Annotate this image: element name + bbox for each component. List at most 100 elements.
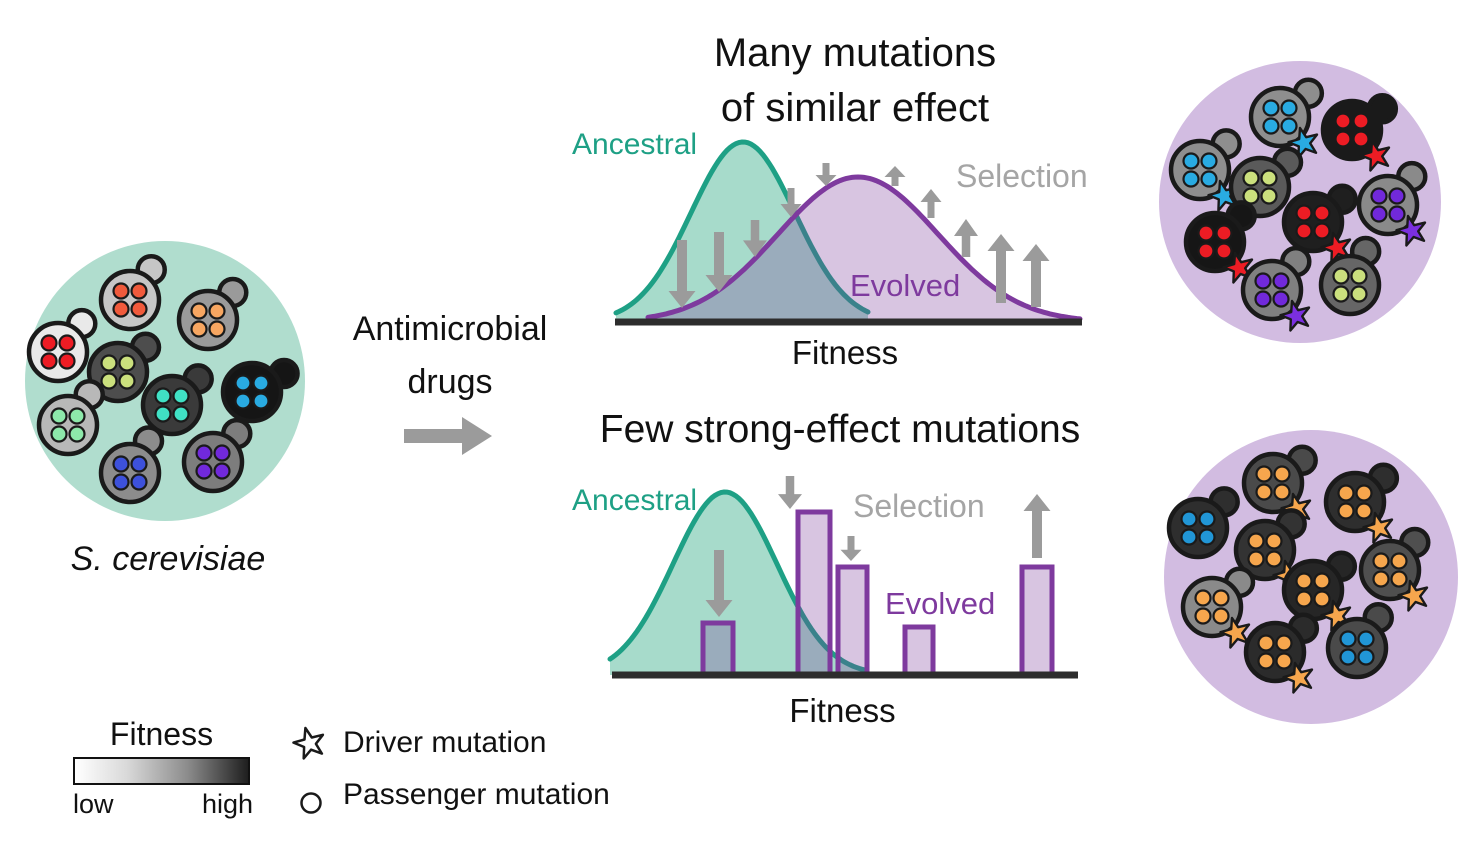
- selection-arrow: [840, 536, 862, 561]
- cell-body: [1166, 496, 1230, 560]
- passenger-mutation-dot: [1332, 285, 1350, 303]
- passenger-mutation-dot: [154, 405, 172, 423]
- passenger-mutation-dot: [1180, 528, 1198, 546]
- passenger-mutation-dot: [1182, 152, 1200, 170]
- selection-arrow: [1022, 244, 1050, 307]
- driver-mutation-star-icon: [1219, 616, 1251, 649]
- transition-line1: Antimicrobial: [352, 310, 548, 348]
- passenger-mutation-dot: [234, 392, 252, 410]
- passenger-mutation-dot: [1352, 112, 1370, 130]
- passenger-mutation-dot: [1265, 550, 1283, 568]
- passenger-mutation-dot: [112, 282, 130, 300]
- yeast-cell: [1248, 77, 1325, 159]
- yeast-cell: [176, 276, 249, 352]
- passenger-mutation-dot: [130, 455, 148, 473]
- transition-label: Antimicrobial drugs: [325, 303, 575, 409]
- passenger-mutation-dot: [1198, 528, 1216, 546]
- passenger-mutation-dot: [1357, 648, 1375, 666]
- passenger-mutation-dot: [1194, 607, 1212, 625]
- driver-mutation-star-icon: [1359, 139, 1391, 172]
- passenger-mutation-dot: [58, 334, 76, 352]
- selection-arrow: [705, 550, 733, 617]
- yeast-cell: [140, 363, 214, 437]
- passenger-mutation-dot: [1182, 170, 1200, 188]
- selection-arrow: [778, 476, 802, 509]
- passenger-mutation-dot: [1260, 187, 1278, 205]
- bottom-fitness-axis-label: Fitness: [789, 692, 896, 729]
- passenger-mutation-dot: [1200, 170, 1218, 188]
- passenger-mutation-dot: [40, 352, 58, 370]
- passenger-mutation-dot: [1295, 572, 1313, 590]
- passenger-mutation-dot: [100, 372, 118, 390]
- passenger-mutation-dot: [1370, 187, 1388, 205]
- passenger-mutation-dot: [1280, 99, 1298, 117]
- bottom-evolved-label: Evolved: [885, 586, 996, 621]
- cell-body: [26, 320, 90, 384]
- passenger-mutation-dot: [1313, 204, 1331, 222]
- passenger-mutation-dot: [1313, 572, 1331, 590]
- driver-mutation-star-icon: [1395, 214, 1427, 247]
- passenger-mutation-dot: [190, 302, 208, 320]
- passenger-mutation-dot: [68, 425, 86, 443]
- passenger-mutation-dot: [213, 462, 231, 480]
- selection-arrow: [1023, 494, 1051, 558]
- passenger-mutation-dot: [1350, 267, 1368, 285]
- passenger-mutation-dot: [112, 455, 130, 473]
- legend-passenger-label: Passenger mutation: [343, 778, 610, 811]
- legend-low-label: low: [73, 789, 114, 819]
- passenger-mutation-dot: [1262, 99, 1280, 117]
- passenger-mutation-dot: [1254, 290, 1272, 308]
- passenger-mutation-dot: [40, 334, 58, 352]
- passenger-mutation-dot: [1272, 272, 1290, 290]
- selection-arrow: [920, 189, 942, 218]
- passenger-mutation-dot: [1390, 570, 1408, 588]
- passenger-mutation-dot: [1313, 222, 1331, 240]
- passenger-mutation-dot: [1212, 607, 1230, 625]
- passenger-mutation-dot: [1350, 285, 1368, 303]
- passenger-mutation-dot: [1180, 510, 1198, 528]
- selection-arrow: [884, 166, 906, 186]
- passenger-mutation-dot: [208, 320, 226, 338]
- driver-mutation-star-icon: [292, 726, 325, 760]
- passenger-mutation-dot: [234, 374, 252, 392]
- cell-body: [1318, 253, 1382, 317]
- top-fitness-axis-label: Fitness: [791, 334, 899, 371]
- passenger-mutation-dot: [1295, 590, 1313, 608]
- yeast-cell: [1241, 444, 1318, 525]
- passenger-mutation-dot: [1388, 205, 1406, 223]
- passenger-mutation-dot: [1215, 224, 1233, 242]
- evolved-fitness-bar: [700, 620, 736, 678]
- yeast-cell: [1183, 200, 1257, 284]
- passenger-mutation-dot: [1273, 465, 1291, 483]
- passenger-mutation-circle-icon: [300, 792, 322, 814]
- cell-body: [1325, 616, 1389, 680]
- yeast-cell: [1318, 235, 1382, 317]
- passenger-mutation-dot: [68, 407, 86, 425]
- yeast-cell: [1243, 612, 1320, 694]
- top-chart-plot: [613, 139, 1083, 326]
- cell-body: [220, 360, 284, 424]
- passenger-mutation-dot: [118, 354, 136, 372]
- driver-mutation-star-icon: [1362, 511, 1394, 544]
- bottom-ancestral-label: Ancestral: [572, 484, 698, 517]
- passenger-mutation-dot: [130, 282, 148, 300]
- yeast-cell: [98, 253, 167, 332]
- passenger-mutation-dot: [50, 425, 68, 443]
- passenger-mutation-dot: [1257, 652, 1275, 670]
- passenger-mutation-dot: [1352, 130, 1370, 148]
- bottom-chart-plot: [607, 476, 1078, 679]
- driver-mutation-star-icon: [1287, 126, 1319, 159]
- passenger-mutation-dot: [50, 407, 68, 425]
- yeast-cell: [1320, 93, 1399, 172]
- driver-mutation-star-icon: [1397, 579, 1429, 612]
- passenger-mutation-dot: [1295, 222, 1313, 240]
- yeast-cell: [1168, 128, 1242, 212]
- passenger-mutation-dot: [1200, 152, 1218, 170]
- cell-body: [181, 430, 245, 494]
- passenger-mutation-dot: [1275, 634, 1293, 652]
- passenger-mutation-dot: [1212, 589, 1230, 607]
- ancestral-distribution-curve: [613, 139, 871, 316]
- passenger-mutation-dot: [1332, 267, 1350, 285]
- passenger-mutation-dot: [1265, 532, 1283, 550]
- legend-high-label: high: [202, 789, 254, 819]
